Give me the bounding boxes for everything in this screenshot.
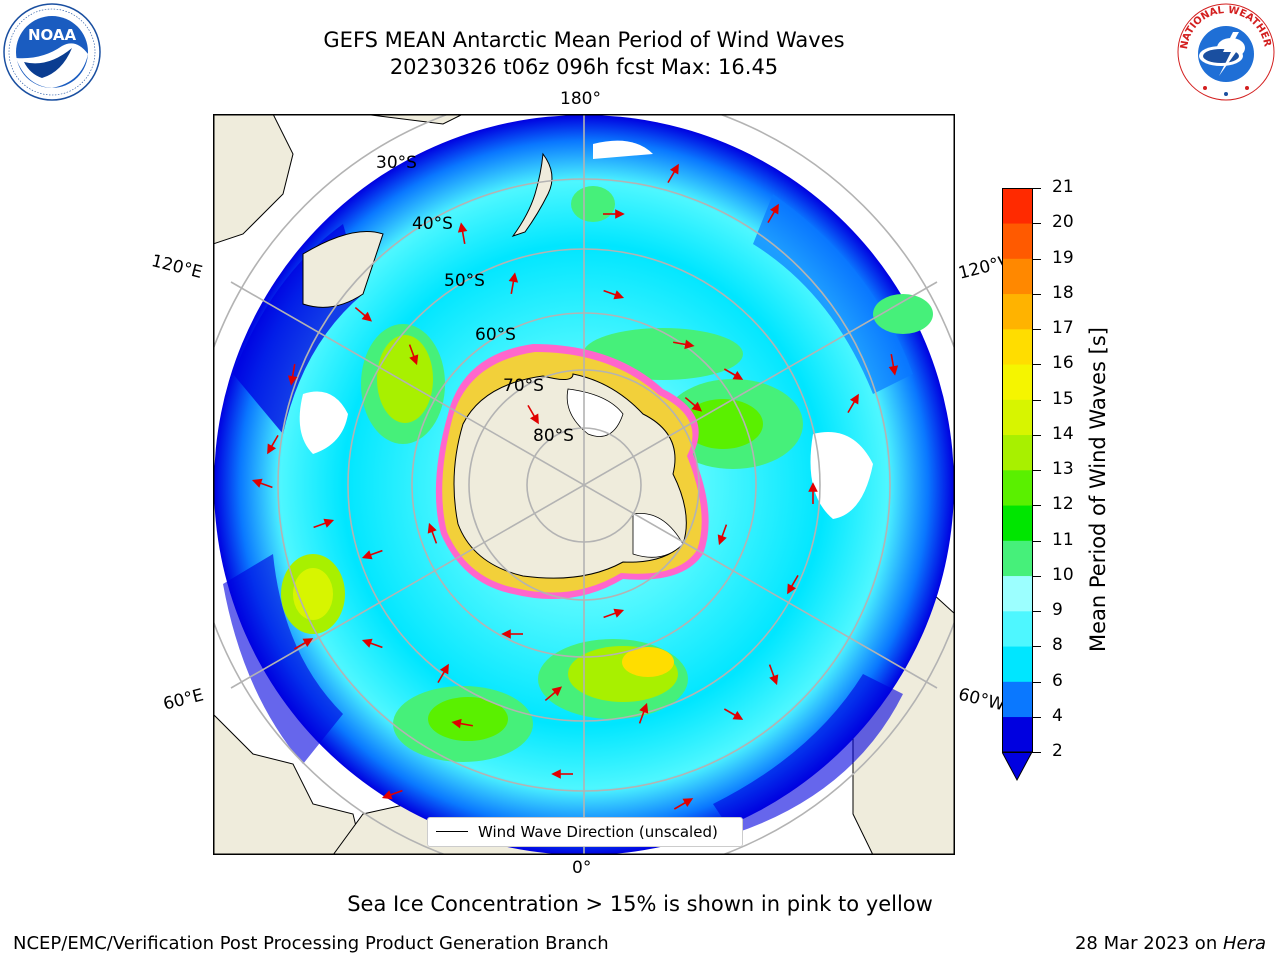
colorbar bbox=[1002, 188, 1033, 782]
colorbar-cell bbox=[1002, 716, 1033, 753]
lon-label-180: 180° bbox=[560, 89, 601, 109]
colorbar-tick-label: 14 bbox=[1052, 423, 1074, 444]
colorbar-tick-label: 18 bbox=[1052, 282, 1074, 303]
colorbar-tick-label: 9 bbox=[1052, 600, 1063, 620]
colorbar-tick-label: 10 bbox=[1052, 564, 1074, 585]
sea-ice-note: Sea Ice Concentration > 15% is shown in … bbox=[347, 892, 933, 916]
colorbar-cell bbox=[1002, 364, 1033, 400]
colorbar-tick-label: 15 bbox=[1052, 388, 1074, 409]
lat-label-40s: 40°S bbox=[412, 214, 453, 234]
colorbar-cell bbox=[1002, 258, 1033, 295]
colorbar-tick-label: 21 bbox=[1052, 177, 1074, 197]
footer-machine: Hera bbox=[1222, 933, 1266, 954]
colorbar-tick-label: 8 bbox=[1052, 635, 1063, 656]
map-title: GEFS MEAN Antarctic Mean Period of Wind … bbox=[323, 28, 845, 52]
colorbar-tick-mark bbox=[1033, 716, 1041, 718]
colorbar-cell bbox=[1002, 646, 1033, 682]
footer-date-text: 28 Mar 2023 on bbox=[1074, 933, 1223, 954]
lat-label-50s: 50°S bbox=[444, 271, 485, 291]
map-panel bbox=[213, 114, 955, 855]
colorbar-tick-mark bbox=[1033, 434, 1041, 436]
colorbar-cell bbox=[1002, 188, 1033, 224]
colorbar-cell bbox=[1002, 505, 1033, 541]
colorbar-cell bbox=[1002, 293, 1033, 330]
map-subtitle: 20230326 t06z 096h fcst Max: 16.45 bbox=[389, 55, 779, 79]
colorbar-cell bbox=[1002, 329, 1033, 365]
colorbar-tick-mark bbox=[1033, 223, 1041, 225]
colorbar-tick-mark bbox=[1033, 681, 1041, 683]
noaa-logo-text: NOAA bbox=[28, 26, 77, 44]
colorbar-cell bbox=[1002, 540, 1033, 577]
colorbar-cell bbox=[1002, 575, 1033, 612]
lat-label-70s: 70°S bbox=[503, 376, 544, 396]
colorbar-cell bbox=[1002, 434, 1033, 471]
footer-date: 28 Mar 2023 on Hera bbox=[1075, 933, 1266, 954]
noaa-logo: NOAA bbox=[3, 3, 101, 101]
lon-label-0: 0° bbox=[572, 858, 592, 878]
colorbar-tick-label: 17 bbox=[1052, 318, 1074, 338]
colorbar-tick-label: 6 bbox=[1052, 670, 1063, 691]
colorbar-tick-mark bbox=[1033, 505, 1041, 507]
colorbar-tick-mark bbox=[1033, 575, 1041, 577]
map-legend: Wind Wave Direction (unscaled) bbox=[427, 817, 743, 847]
colorbar-label: Mean Period of Wind Waves [s] bbox=[1086, 327, 1110, 652]
colorbar-tick-mark bbox=[1033, 258, 1041, 260]
colorbar-cell bbox=[1002, 399, 1033, 436]
colorbar-tick-mark bbox=[1033, 399, 1041, 401]
colorbar-cell bbox=[1002, 223, 1033, 259]
colorbar-tick-mark bbox=[1033, 611, 1041, 612]
colorbar-tick-label: 16 bbox=[1052, 353, 1074, 374]
lat-label-80s: 80°S bbox=[533, 426, 574, 446]
colorbar-tick-label: 12 bbox=[1052, 494, 1074, 515]
colorbar-tick-mark bbox=[1033, 329, 1041, 330]
lon-label-60w: 60°W bbox=[956, 684, 1007, 716]
colorbar-tick-mark bbox=[1033, 293, 1041, 295]
colorbar-tick-mark bbox=[1033, 646, 1041, 648]
legend-label: Wind Wave Direction (unscaled) bbox=[478, 823, 718, 841]
footer-branch: NCEP/EMC/Verification Post Processing Pr… bbox=[13, 933, 609, 954]
colorbar-tick-mark bbox=[1033, 470, 1041, 471]
colorbar-tick-mark bbox=[1033, 188, 1041, 189]
colorbar-tick-label: 13 bbox=[1052, 459, 1074, 479]
colorbar-cell bbox=[1002, 611, 1033, 647]
lat-label-60s: 60°S bbox=[475, 325, 516, 345]
colorbar-tick-mark bbox=[1033, 540, 1041, 542]
legend-line-swatch bbox=[436, 831, 468, 832]
colorbar-tick-mark bbox=[1033, 752, 1041, 753]
colorbar-tick-label: 11 bbox=[1052, 529, 1074, 550]
colorbar-tick-mark bbox=[1033, 364, 1041, 366]
colorbar-tick-label: 4 bbox=[1052, 705, 1063, 726]
colorbar-cell bbox=[1002, 470, 1033, 506]
wind-wave-arrows bbox=[251, 163, 899, 810]
colorbar-tick-label: 19 bbox=[1052, 247, 1074, 268]
colorbar-cell bbox=[1002, 681, 1033, 718]
colorbar-tick-label: 20 bbox=[1052, 212, 1074, 233]
colorbar-tick-label: 2 bbox=[1052, 741, 1063, 761]
nws-logo: NATIONAL WEATHER SERVICE bbox=[1175, 2, 1275, 101]
lat-label-30s: 30°S bbox=[376, 153, 417, 173]
lon-label-60e: 60°E bbox=[161, 685, 206, 715]
lon-label-120e: 120°E bbox=[149, 251, 205, 283]
